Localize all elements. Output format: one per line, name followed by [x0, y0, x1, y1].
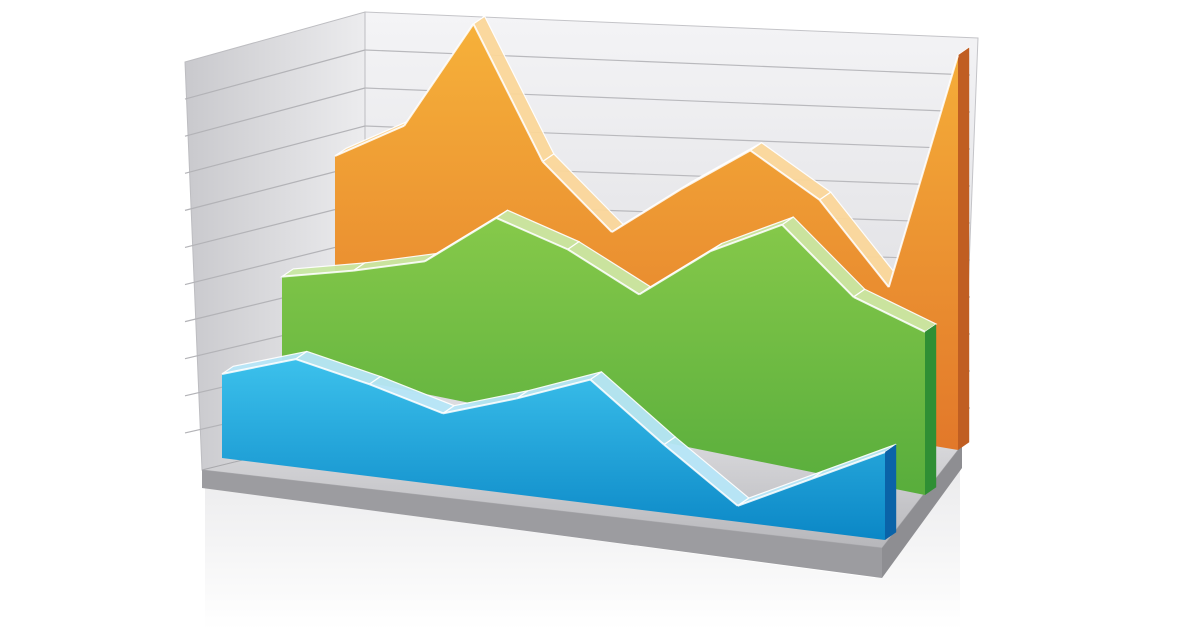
series-blue-ridge — [737, 477, 812, 507]
series-blue-ridge — [663, 443, 739, 507]
series-orange-ridge — [680, 149, 751, 191]
series-orange-side-face — [958, 47, 970, 450]
series-orange-ridge — [887, 54, 959, 288]
series-blue-area — [222, 359, 885, 540]
series-blue-ridge — [810, 451, 886, 480]
series-green — [279, 209, 938, 495]
series-green-ridge — [781, 224, 855, 298]
series-green-area — [282, 217, 925, 495]
series-green-ridge — [353, 260, 426, 272]
series-orange-ridge — [818, 199, 890, 288]
series-orange-ridge — [541, 160, 613, 233]
series-green-ridge — [281, 269, 354, 278]
series-blue-ridge — [589, 378, 665, 446]
series-green-side-face — [925, 324, 937, 495]
left-grid-line — [184, 125, 366, 174]
series-blue-ridge — [516, 378, 591, 400]
series-orange-ridge — [403, 23, 475, 127]
series-blue-ridge — [368, 383, 444, 415]
series-blue-ridge — [221, 358, 296, 375]
series-green-ridge — [638, 250, 712, 296]
series-green-ridge — [567, 248, 640, 296]
series-layer — [221, 15, 971, 540]
floor-side-edge — [882, 445, 962, 578]
series-blue — [221, 350, 897, 540]
series-blue-ridge — [442, 397, 517, 415]
left-grid-line — [184, 87, 366, 137]
series-blue-ridge — [295, 358, 370, 386]
floor-front-edge — [202, 470, 882, 578]
series-orange-ridge — [334, 124, 405, 157]
series-green-ridge — [424, 217, 497, 263]
series-orange-ridge — [611, 188, 682, 233]
series-orange-ridge — [472, 23, 544, 163]
series-green-ridge — [495, 217, 569, 251]
series-green-ridge — [710, 223, 783, 253]
series-green-ridge — [853, 296, 926, 333]
floor-reflection — [205, 470, 960, 630]
left-grid-line — [184, 49, 366, 100]
series-orange-ridge — [749, 149, 821, 201]
series-blue-side-face — [885, 444, 897, 540]
